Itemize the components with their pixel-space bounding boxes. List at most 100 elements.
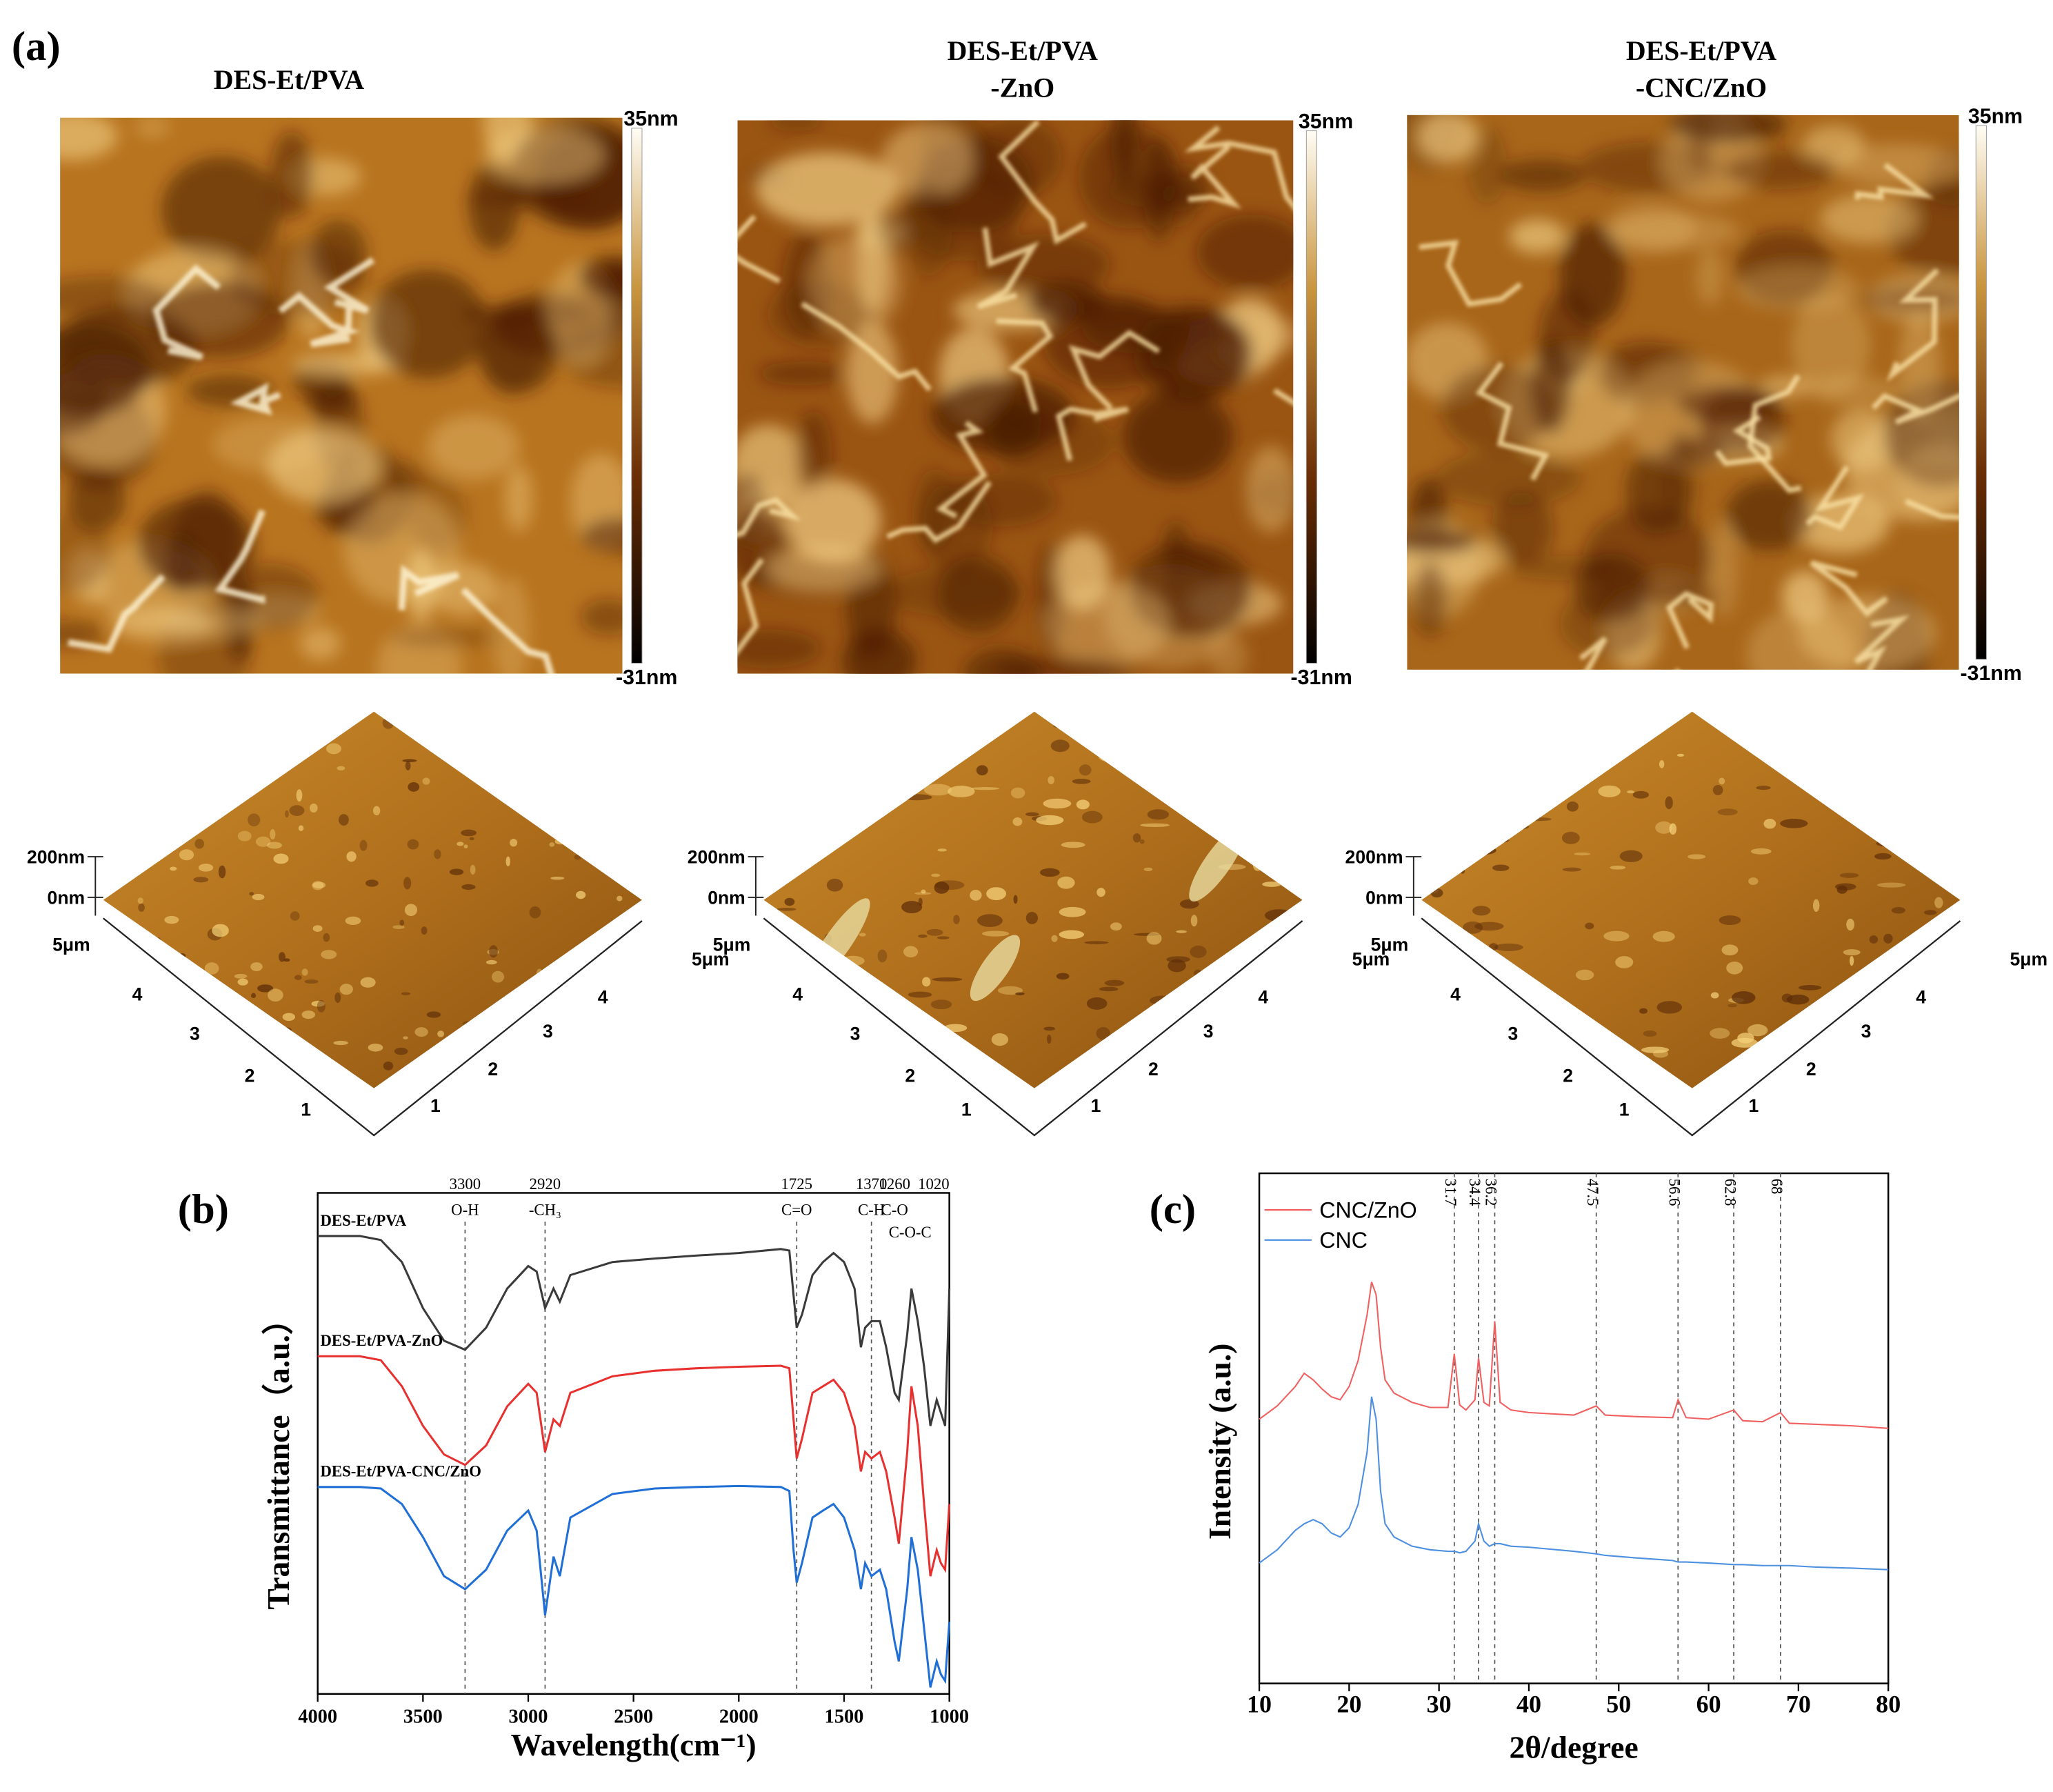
- series-line: [317, 1235, 951, 1426]
- surface-grain: [1748, 877, 1759, 886]
- surface-grain: [249, 892, 254, 896]
- sample-title: DES-Et/PVA: [1626, 36, 1777, 66]
- surface-grain: [251, 993, 257, 999]
- colorbar-max: 35nm: [623, 108, 678, 130]
- surface-grain: [1132, 833, 1141, 843]
- surface-grain: [1603, 930, 1630, 942]
- afm-feature: [930, 377, 1074, 454]
- axis-label: 5μm: [1371, 935, 1409, 955]
- afm-feature: [1723, 150, 1837, 190]
- surface-grain: [402, 759, 417, 762]
- surface-grain: [360, 977, 376, 988]
- afm-feature: [137, 498, 256, 592]
- panel-label: (c): [1150, 1186, 1196, 1233]
- surface-grain: [414, 1027, 428, 1037]
- afm-feature: [795, 410, 832, 498]
- surface-grain: [1763, 818, 1776, 829]
- afm-feature: [1499, 159, 1585, 192]
- surface-grain: [434, 849, 441, 859]
- surface-grain: [1737, 1033, 1754, 1044]
- axis-label: 5μm: [692, 949, 730, 970]
- surface-grain: [1727, 1004, 1737, 1008]
- afm-feature: [1725, 480, 1813, 551]
- axis-label: 3: [1203, 1021, 1214, 1042]
- surface-grain: [1079, 764, 1092, 776]
- surface-grain: [1874, 853, 1892, 860]
- annotation-value: 2920: [530, 1175, 561, 1193]
- afm-ridge: [1475, 361, 1550, 481]
- surface-grain: [930, 999, 952, 1010]
- afm-feature: [1437, 450, 1581, 506]
- surface-grain: [422, 777, 430, 785]
- axis-label: 4: [1258, 987, 1268, 1008]
- surface-grain: [359, 839, 368, 851]
- surface-grain: [997, 986, 1023, 995]
- surface-grain: [1190, 915, 1198, 927]
- afm-feature: [1441, 364, 1555, 452]
- surface-grain: [1010, 787, 1025, 799]
- colorbar-max: 35nm: [1968, 105, 2023, 128]
- surface-grain: [1025, 812, 1039, 817]
- afm-feature: [299, 627, 341, 660]
- afm-ridge: [1854, 615, 1910, 670]
- surface-grain: [248, 813, 261, 827]
- afm-feature: [1676, 384, 1782, 424]
- afm-ridge: [1871, 392, 1959, 425]
- surface-grain: [301, 1010, 316, 1019]
- afm-feature: [267, 429, 380, 503]
- x-axis-label: 2θ/degree: [1510, 1730, 1639, 1765]
- afm-feature: [1735, 266, 1860, 311]
- surface-grain: [1110, 922, 1122, 931]
- surface-grain: [1494, 943, 1523, 951]
- x-tick-label: 3000: [509, 1706, 548, 1727]
- surface-grain: [485, 959, 497, 965]
- afm-ridge: [278, 291, 360, 348]
- surface-grain: [981, 930, 1010, 937]
- axis-label: 1: [1619, 1099, 1630, 1120]
- afm-feature: [60, 276, 168, 319]
- y-axis-label: Transmittance（a.u.）: [261, 1304, 296, 1610]
- surface-grain: [1057, 876, 1075, 889]
- axis-label: 4: [1916, 987, 1926, 1008]
- surface-grain: [437, 1031, 445, 1037]
- x-tick-label: 60: [1696, 1690, 1721, 1718]
- surface-grain: [1012, 817, 1023, 826]
- surface-grain: [399, 919, 405, 926]
- surface-grain: [339, 984, 353, 995]
- surface-grain: [1717, 808, 1738, 816]
- surface-grain: [1846, 918, 1854, 931]
- afm-feature: [1028, 293, 1156, 327]
- surface-grain: [1061, 842, 1085, 848]
- axis-line: [102, 917, 643, 1137]
- surface-grain: [282, 1013, 296, 1022]
- surface-grain: [1656, 1001, 1683, 1014]
- afm-ridge: [737, 557, 764, 655]
- axis-label: 2: [488, 1059, 498, 1079]
- surface-grain: [294, 975, 302, 980]
- surface-grain: [1575, 969, 1594, 981]
- afm-feature: [905, 182, 952, 277]
- surface-grain: [1072, 778, 1091, 784]
- axis-label: 4: [792, 984, 803, 1005]
- surface-grain: [1598, 785, 1621, 797]
- surface: [1421, 711, 1961, 1088]
- x-tick-label: 4000: [298, 1706, 337, 1727]
- surface-grain: [1474, 922, 1504, 931]
- surface-grain: [1036, 815, 1064, 826]
- colorbar: [631, 128, 643, 664]
- afm-ridges: [737, 120, 1294, 655]
- x-tick-label: 30: [1427, 1690, 1452, 1718]
- surface-grain: [449, 868, 464, 875]
- surface-grain: [550, 876, 565, 880]
- surface-grain: [461, 829, 477, 837]
- surface-grain: [859, 933, 866, 937]
- afm-feature: [1078, 126, 1180, 229]
- surface-grain: [1610, 865, 1626, 870]
- colorbar-max: 35nm: [1299, 110, 1353, 133]
- surface-grain: [505, 856, 510, 867]
- surface-grain: [138, 903, 145, 912]
- surface-grain: [931, 873, 941, 877]
- afm-feature: [937, 556, 1018, 633]
- surface-grain: [1798, 985, 1822, 990]
- afm-ridge: [801, 301, 932, 392]
